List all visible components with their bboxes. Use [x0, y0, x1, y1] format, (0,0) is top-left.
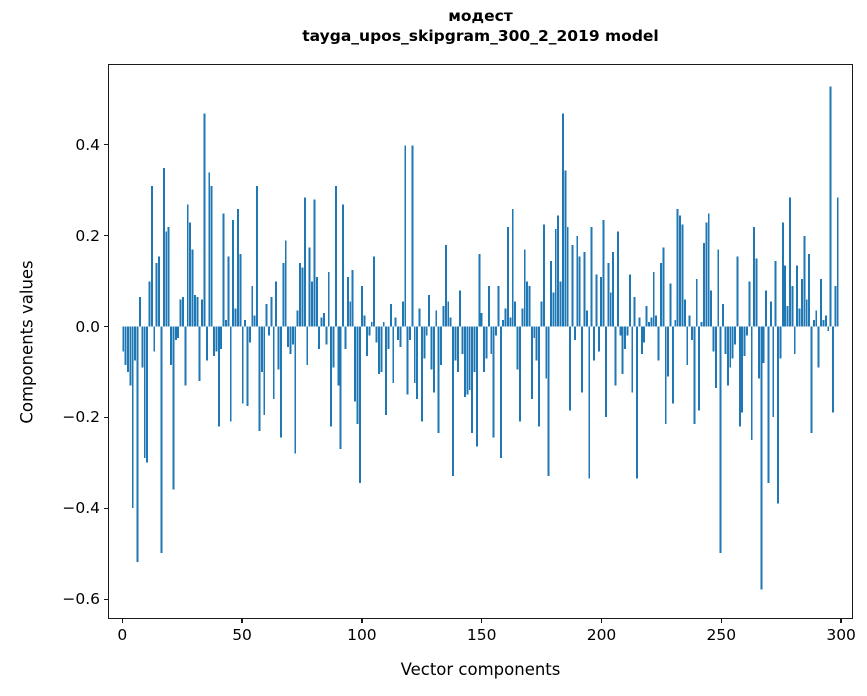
y-tick-mark	[103, 143, 108, 146]
y-tick-label: 0.4	[75, 135, 100, 154]
x-tick-label: 200	[586, 626, 617, 644]
y-tick-mark	[103, 507, 108, 510]
x-tick-mark	[241, 619, 243, 624]
x-tick-mark	[600, 619, 603, 624]
x-tick-mark	[840, 619, 842, 624]
y-tick-label: 0.2	[75, 226, 100, 245]
x-tick-mark	[480, 619, 483, 624]
plot-area	[109, 65, 852, 618]
y-tick-label: −0.4	[62, 499, 100, 518]
y-tick-label: 0.0	[75, 317, 100, 336]
x-tick-label: 100	[347, 626, 377, 644]
x-tick-label: 50	[232, 626, 252, 644]
chart-title: модест tayga_upos_skipgram_300_2_2019 mo…	[108, 6, 853, 46]
chart-title-line-1: модест	[448, 7, 513, 25]
x-tick-mark	[361, 619, 363, 624]
x-axis-label: Vector components	[400, 660, 561, 679]
x-tick-mark	[121, 619, 123, 624]
y-tick-mark	[103, 598, 108, 600]
y-tick-mark	[103, 234, 108, 237]
x-tick-label: 300	[826, 626, 856, 644]
y-tick-label: −0.2	[62, 408, 100, 427]
x-tick-mark	[720, 619, 722, 624]
x-tick-label: 0	[117, 626, 128, 644]
y-axis-label: Components values	[17, 259, 37, 424]
x-tick-label: 150	[466, 626, 497, 644]
bar-series	[122, 86, 839, 590]
x-tick-label: 250	[706, 626, 737, 644]
y-tick-mark	[103, 416, 108, 419]
chart-title-line-2: tayga_upos_skipgram_300_2_2019 model	[302, 27, 659, 45]
plot-axes	[108, 64, 853, 619]
y-tick-mark	[103, 325, 108, 328]
y-tick-label: −0.6	[62, 590, 100, 609]
